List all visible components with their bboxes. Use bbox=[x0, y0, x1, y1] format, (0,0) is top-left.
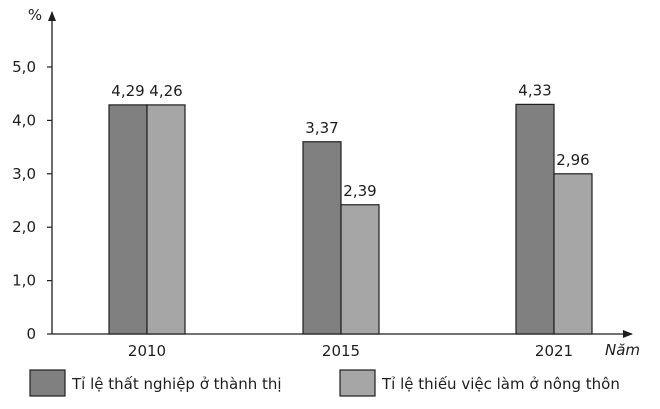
x-tick-label: 2010 bbox=[128, 342, 166, 360]
bar bbox=[108, 104, 148, 335]
data-label: 4,33 bbox=[518, 81, 551, 99]
y-tick-label: 2,0 bbox=[12, 218, 36, 236]
bar bbox=[302, 141, 342, 335]
y-tick-label: 4,0 bbox=[12, 111, 36, 129]
legend-swatch bbox=[29, 369, 66, 397]
y-tick-label: 1,0 bbox=[12, 272, 36, 290]
bar bbox=[340, 204, 380, 335]
legend-label: Tỉ lệ thiếu việc làm ở nông thôn bbox=[381, 375, 620, 393]
y-tick-label: 0 bbox=[26, 325, 36, 343]
bar bbox=[146, 104, 186, 335]
y-tick-label: 3,0 bbox=[12, 165, 36, 183]
legend-swatch bbox=[339, 369, 376, 397]
y-tick-label: 5,0 bbox=[12, 58, 36, 76]
legend-label: Tỉ lệ thất nghiệp ở thành thị bbox=[71, 375, 282, 393]
bar bbox=[553, 173, 593, 335]
data-label: 4,29 bbox=[111, 82, 144, 100]
data-label: 4,26 bbox=[149, 82, 182, 100]
legend: Tỉ lệ thất nghiệp ở thành thị Tỉ lệ thiếu… bbox=[29, 369, 620, 397]
data-label: 2,96 bbox=[556, 151, 589, 169]
labels: 4,29 4,26 2010 3,37 2,39 2015 4,33 2,96 2021 bbox=[111, 81, 589, 360]
bar bbox=[515, 103, 555, 335]
y-axis-title: % bbox=[28, 6, 42, 24]
x-tick-label: 2021 bbox=[535, 342, 573, 360]
x-axis-title: Năm bbox=[605, 341, 640, 359]
bars bbox=[108, 103, 593, 335]
x-tick-label: 2015 bbox=[322, 342, 360, 360]
data-label: 3,37 bbox=[305, 119, 338, 137]
data-label: 2,39 bbox=[343, 182, 376, 200]
